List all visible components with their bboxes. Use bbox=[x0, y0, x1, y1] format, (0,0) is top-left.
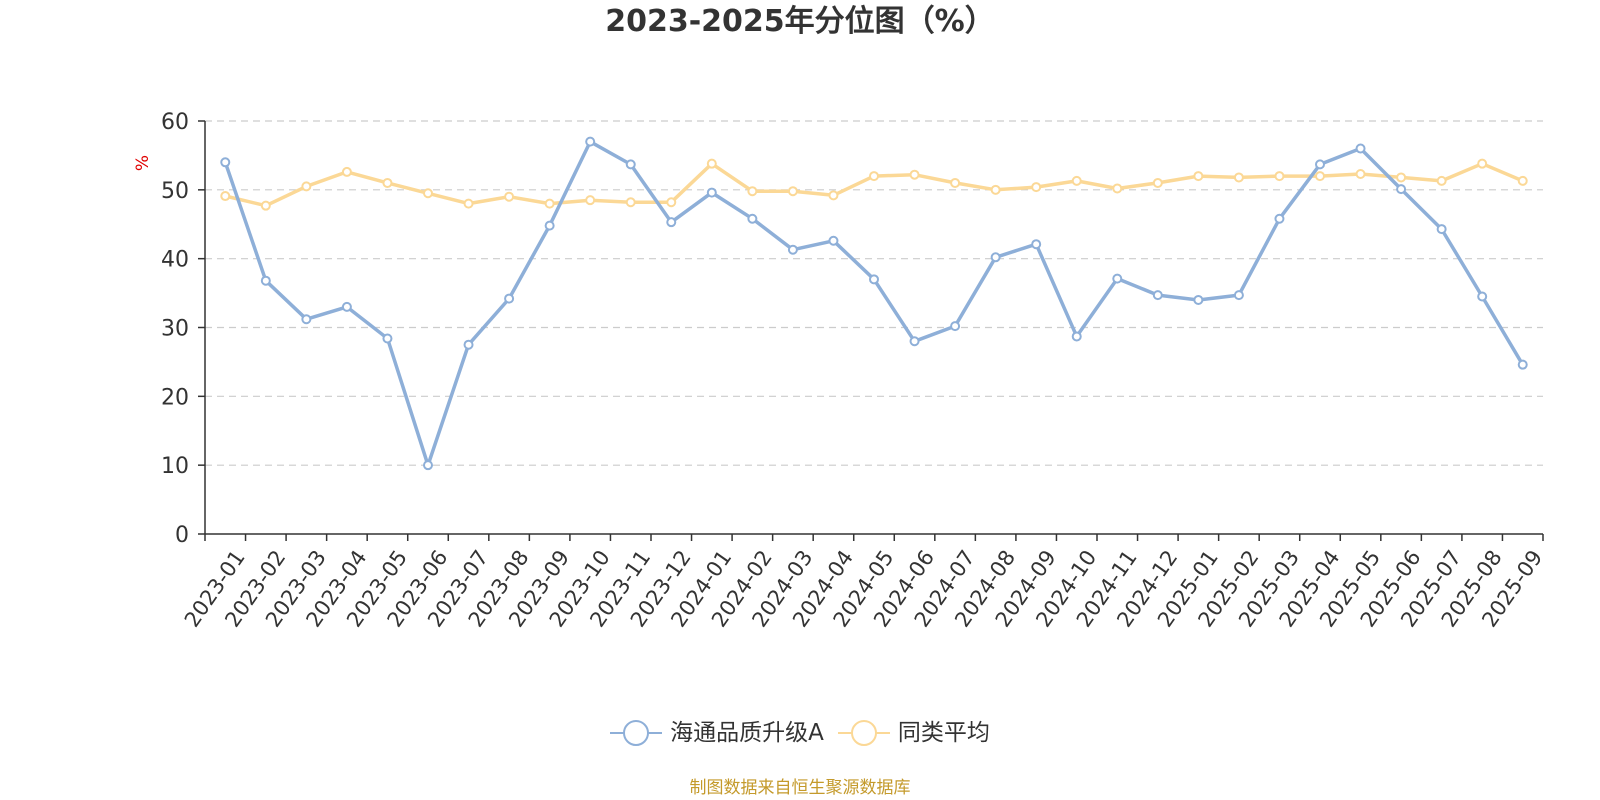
data-point-series-1[interactable] bbox=[1112, 273, 1123, 284]
legend: 海通品质升级A 同类平均 bbox=[0, 718, 1600, 748]
data-point-series-1[interactable] bbox=[909, 336, 920, 347]
data-point-series-1[interactable] bbox=[1477, 291, 1488, 302]
data-point-series-1[interactable] bbox=[423, 460, 433, 471]
data-point-series-1[interactable] bbox=[828, 235, 839, 246]
data-point-series-1[interactable] bbox=[1031, 239, 1042, 250]
data-point-series-2[interactable] bbox=[990, 184, 1001, 195]
y-tick-label: 40 bbox=[161, 248, 189, 273]
data-point-series-2[interactable] bbox=[1233, 172, 1244, 183]
series-points bbox=[220, 136, 1528, 471]
legend-item-series-1[interactable]: 海通品质升级A bbox=[610, 718, 824, 748]
data-point-series-2[interactable] bbox=[666, 197, 677, 208]
source-note: 制图数据来自恒生聚源数据库 bbox=[689, 778, 911, 798]
legend-item-series-2[interactable]: 同类平均 bbox=[837, 718, 990, 748]
data-point-series-2[interactable] bbox=[260, 200, 271, 211]
y-tick-label: 0 bbox=[175, 523, 189, 548]
chart-title: 2023-2025年分位图（%） bbox=[605, 4, 995, 39]
data-point-series-2[interactable] bbox=[585, 195, 596, 206]
data-point-series-2[interactable] bbox=[828, 190, 839, 201]
data-point-series-2[interactable] bbox=[1152, 177, 1163, 188]
data-point-series-2[interactable] bbox=[950, 177, 961, 188]
y-axis-label: % bbox=[133, 155, 153, 171]
data-point-series-2[interactable] bbox=[747, 186, 758, 197]
data-point-series-1[interactable] bbox=[1355, 143, 1366, 154]
data-point-series-2[interactable] bbox=[787, 186, 798, 197]
data-point-series-2[interactable] bbox=[1315, 171, 1325, 182]
data-point-series-2[interactable] bbox=[463, 198, 474, 209]
series-lines bbox=[223, 139, 1525, 467]
data-point-series-1[interactable] bbox=[382, 333, 393, 344]
data-point-series-1[interactable] bbox=[301, 314, 312, 325]
axes: 01020304050602023-012023-022023-032023-0… bbox=[161, 110, 1547, 631]
data-point-series-1[interactable] bbox=[869, 274, 879, 285]
data-point-series-2[interactable] bbox=[301, 181, 312, 192]
data-point-series-2[interactable] bbox=[1274, 171, 1285, 182]
data-point-series-2[interactable] bbox=[341, 166, 352, 177]
data-point-series-2[interactable] bbox=[1436, 175, 1447, 186]
legend-label-series-1: 海通品质升级A bbox=[670, 720, 824, 746]
data-point-series-2[interactable] bbox=[625, 197, 636, 208]
data-point-series-1[interactable] bbox=[1436, 224, 1447, 235]
data-point-series-1[interactable] bbox=[1193, 294, 1204, 305]
data-point-series-2[interactable] bbox=[706, 158, 717, 169]
data-point-series-2[interactable] bbox=[1031, 182, 1042, 193]
data-point-series-1[interactable] bbox=[341, 301, 352, 312]
data-point-series-1[interactable] bbox=[625, 159, 636, 170]
data-point-series-2[interactable] bbox=[504, 191, 515, 202]
data-point-series-1[interactable] bbox=[260, 275, 271, 286]
data-point-series-1[interactable] bbox=[220, 157, 231, 168]
data-point-series-2[interactable] bbox=[1517, 175, 1528, 186]
legend-label-series-2: 同类平均 bbox=[897, 720, 990, 746]
data-point-series-1[interactable] bbox=[706, 187, 717, 198]
data-point-series-1[interactable] bbox=[950, 321, 961, 332]
data-point-series-2[interactable] bbox=[1477, 158, 1488, 169]
y-tick-label: 20 bbox=[161, 385, 189, 410]
legend-swatch-series-2 bbox=[837, 720, 890, 746]
data-point-series-1[interactable] bbox=[1152, 290, 1163, 301]
y-tick-label: 50 bbox=[161, 179, 189, 204]
data-point-series-1[interactable] bbox=[990, 252, 1001, 263]
y-tick-label: 60 bbox=[161, 110, 189, 135]
data-point-series-1[interactable] bbox=[1274, 213, 1285, 224]
data-point-series-1[interactable] bbox=[787, 244, 798, 255]
data-point-series-2[interactable] bbox=[869, 171, 879, 182]
data-point-series-2[interactable] bbox=[1071, 175, 1082, 186]
data-point-series-2[interactable] bbox=[220, 191, 231, 202]
data-point-series-1[interactable] bbox=[1315, 159, 1325, 170]
data-point-series-1[interactable] bbox=[747, 213, 758, 224]
data-point-series-1[interactable] bbox=[1517, 359, 1528, 370]
data-point-series-2[interactable] bbox=[1112, 183, 1123, 194]
data-point-series-1[interactable] bbox=[544, 220, 555, 231]
data-point-series-1[interactable] bbox=[1396, 184, 1407, 195]
data-point-series-1[interactable] bbox=[504, 293, 515, 304]
y-tick-label: 10 bbox=[161, 454, 189, 479]
data-point-series-1[interactable] bbox=[585, 136, 596, 147]
data-point-series-2[interactable] bbox=[423, 188, 433, 199]
data-point-series-2[interactable] bbox=[382, 177, 393, 188]
y-tick-label: 30 bbox=[161, 317, 189, 342]
data-point-series-1[interactable] bbox=[666, 217, 677, 228]
data-point-series-2[interactable] bbox=[1193, 171, 1204, 182]
data-point-series-1[interactable] bbox=[1233, 290, 1244, 301]
data-point-series-2[interactable] bbox=[1355, 169, 1366, 180]
series-line-2 bbox=[223, 161, 1525, 208]
data-point-series-2[interactable] bbox=[1396, 172, 1407, 183]
data-point-series-1[interactable] bbox=[463, 339, 474, 350]
data-point-series-1[interactable] bbox=[1071, 331, 1082, 342]
legend-swatch-series-1 bbox=[610, 720, 663, 746]
data-point-series-2[interactable] bbox=[909, 169, 920, 180]
data-point-series-2[interactable] bbox=[544, 198, 555, 209]
